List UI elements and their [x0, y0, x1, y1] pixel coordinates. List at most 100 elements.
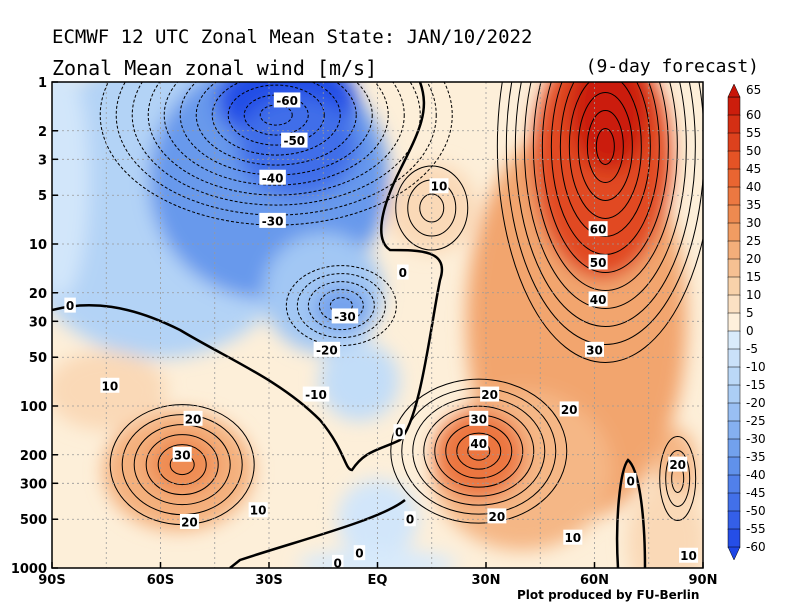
contour-line	[659, 435, 697, 521]
contour-label: 10	[102, 379, 119, 393]
contour-label-bg	[469, 410, 489, 426]
contour-line	[296, 273, 386, 339]
zero-contour	[52, 82, 444, 472]
colorbar-label: -35	[746, 450, 766, 464]
y-tick-label: 3	[38, 153, 47, 168]
colorbar-label: 50	[746, 144, 761, 158]
x-tick-label: 90N	[689, 573, 718, 588]
colorbar-swatch	[727, 96, 741, 116]
contour-line	[595, 127, 615, 165]
colorbar-min-arrow	[727, 546, 741, 561]
contour-label: 30	[174, 448, 191, 462]
y-tick-label: 10	[29, 238, 47, 253]
contour-label: 0	[334, 556, 342, 570]
contour-label: -20	[316, 343, 338, 357]
y-tick-label: 30	[29, 315, 47, 330]
contour-line	[496, 82, 703, 363]
contour-label-bg	[679, 547, 699, 563]
colorbar-label: 25	[746, 234, 761, 248]
colorbar-swatch	[727, 420, 741, 440]
colorbar-label: 10	[746, 288, 761, 302]
contour-line	[532, 82, 678, 291]
contour-label: 10	[564, 531, 581, 545]
colorbar-swatch	[727, 294, 741, 314]
colorbar-swatch	[727, 312, 741, 332]
x-tick-label: 60S	[147, 573, 174, 588]
contour-label: 40	[470, 437, 487, 451]
x-axis: 90S 60S 30S EQ 30N 60N 90N	[38, 562, 717, 588]
contour-label: 0	[66, 299, 74, 313]
colorbar-swatch	[727, 276, 741, 296]
colorbar-swatch	[727, 258, 741, 278]
contour-label-bg	[281, 132, 308, 148]
x-tick-label: EQ	[368, 573, 388, 588]
contour-line	[395, 165, 469, 251]
contour-line	[157, 444, 207, 486]
contour-line	[568, 82, 642, 219]
contour-line	[145, 434, 219, 496]
colorbar-label: 35	[746, 198, 761, 212]
contour-label-bg	[64, 297, 76, 313]
field-patch	[52, 82, 90, 300]
y-tick-label: 50	[29, 351, 47, 366]
colorbar-label: 60	[746, 108, 761, 122]
contour-label: 20	[561, 403, 578, 417]
y-tick-label: 100	[20, 400, 47, 415]
colorbar-label: -30	[746, 432, 766, 446]
contour-label-bg	[429, 178, 449, 194]
contour-label-bg	[302, 386, 330, 402]
colorbar-swatch	[727, 474, 741, 494]
contour-label-bg	[588, 291, 608, 307]
colorbar-label: 45	[746, 162, 761, 176]
x-tick-label: 30S	[255, 573, 282, 588]
contour-line	[318, 289, 364, 323]
colorbar-swatch	[727, 402, 741, 422]
contour-label-bg	[331, 308, 359, 324]
colorbar-label: 5	[746, 306, 754, 320]
colorbar-label: -15	[746, 378, 766, 392]
colorbar-label: -50	[746, 504, 766, 518]
y-axis: 1 2 3 5 10 20 30 50 100 200 300 500 1000	[11, 76, 58, 577]
contour-line	[147, 82, 405, 196]
x-tick-label: 90S	[38, 573, 65, 588]
contour-label-bg	[588, 221, 608, 237]
contour-label: 30	[470, 412, 487, 426]
y-tick-label: 300	[20, 477, 47, 492]
colorbar-swatch	[727, 114, 741, 134]
contour-line	[505, 82, 703, 345]
contour-labels: -60-50-40-30-30-20-100000000101010101020…	[64, 92, 699, 570]
contour-label-bg	[563, 529, 583, 545]
contour-label: 20	[181, 515, 198, 529]
contour-label: 0	[626, 474, 634, 488]
contour-label-bg	[248, 502, 268, 518]
contour-label-bg	[331, 554, 344, 570]
contour-label-bg	[353, 545, 366, 561]
colorbar-label: -60	[746, 540, 766, 554]
colorbar-swatch	[727, 528, 741, 548]
colorbar-max-arrow	[727, 83, 741, 98]
colorbar-swatch	[727, 456, 741, 476]
contour-label: 0	[395, 426, 403, 440]
contour-label-bg	[487, 508, 507, 524]
contour-label: -30	[262, 214, 284, 228]
field-patch	[147, 434, 218, 495]
colorbar-label: 20	[746, 252, 761, 266]
contour-label-bg	[393, 424, 405, 440]
contour-label-bg	[273, 92, 301, 108]
contour-label-bg	[172, 446, 192, 462]
contour-label: 60	[590, 223, 607, 237]
contour-line	[586, 109, 624, 183]
contour-line	[131, 82, 421, 206]
contour-label: 50	[590, 256, 607, 270]
colorbar-swatch	[727, 240, 741, 260]
contour-line	[577, 91, 633, 201]
colorbar-label: -55	[746, 522, 766, 536]
contour-label-bg	[469, 435, 489, 451]
contour-label: 20	[488, 510, 505, 524]
colorbar-label: -40	[746, 468, 766, 482]
contour-label-bg	[588, 254, 608, 270]
contour-line	[307, 281, 375, 331]
colorbar-swatch	[727, 510, 741, 530]
colorbar-label: 15	[746, 270, 761, 284]
